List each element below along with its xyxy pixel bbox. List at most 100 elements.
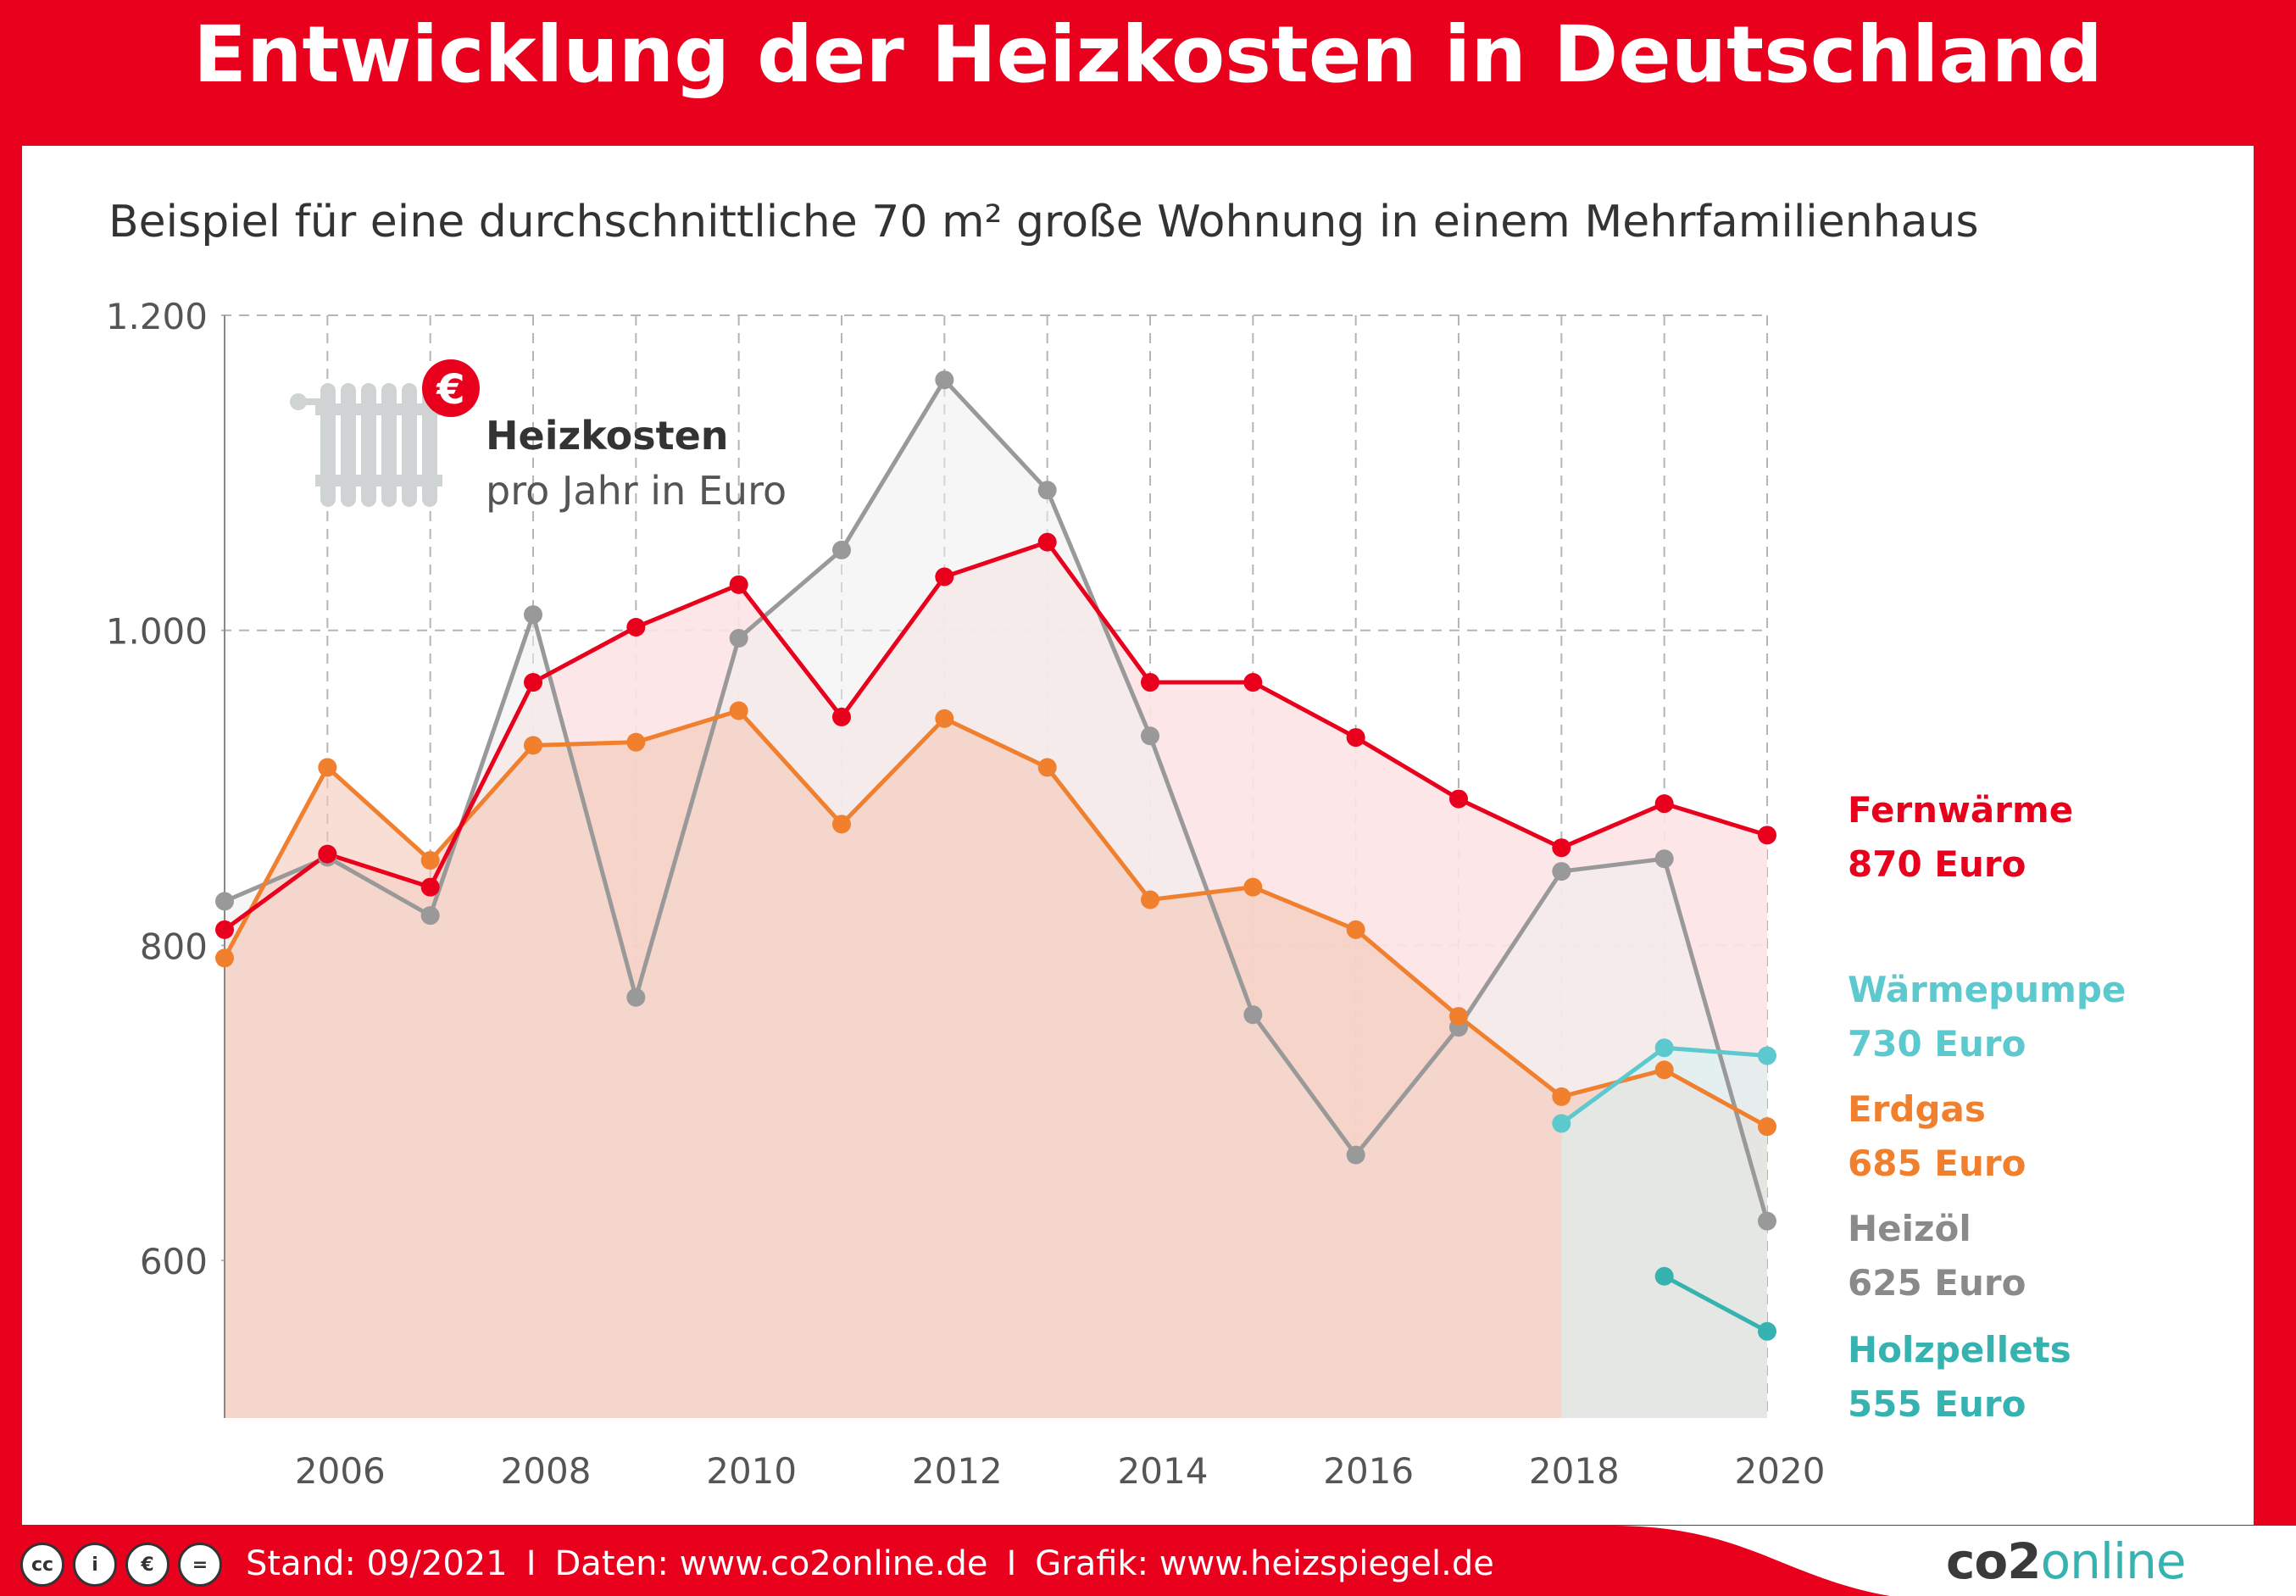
series-lines xyxy=(222,377,1770,1333)
data-point-heizöl xyxy=(626,987,646,1007)
data-point-heizöl xyxy=(1141,726,1159,746)
co2online-logo: co2online xyxy=(1946,1532,2187,1590)
page-title: Entwicklung der Heizkosten in Deutschlan… xyxy=(193,9,2103,100)
x-tick-label: 2010 xyxy=(706,1450,797,1492)
data-point-erdgas xyxy=(1654,1060,1674,1080)
series-line-holzpellets xyxy=(1663,1274,1769,1333)
data-point-heizöl xyxy=(1037,481,1057,500)
series-label-name: Holzpellets xyxy=(1848,1329,2071,1371)
legend-title: Heizkosten xyxy=(486,413,729,459)
x-tick-label: 2020 xyxy=(1735,1450,1826,1492)
data-point-fernwärme xyxy=(215,920,234,939)
nc-icon: € xyxy=(125,1543,170,1587)
data-point-heizöl xyxy=(935,370,954,390)
data-point-heizöl xyxy=(729,629,748,648)
data-point-erdgas xyxy=(1243,877,1263,897)
data-point-erdgas xyxy=(1449,1007,1468,1026)
tick-labels: 600 800 1.000 1.200 2006 2008 2010 2012 2014 2016… xyxy=(106,296,1826,1492)
series-label-name: Heizöl xyxy=(1848,1208,1971,1249)
x-tick-label: 2016 xyxy=(1323,1450,1414,1492)
footer-separator: I xyxy=(1006,1544,1017,1583)
heating-cost-chart: 600 800 1.000 1.200 2006 2008 2010 2012 2014 2016… xyxy=(106,296,2126,1492)
data-point-erdgas xyxy=(1141,890,1159,909)
data-point-erdgas xyxy=(626,732,646,752)
legend-box: € Heizkosten pro Jahr in Euro xyxy=(290,359,787,514)
data-point-fernwärme xyxy=(729,575,748,594)
data-point-erdgas xyxy=(832,815,851,834)
data-point-fernwärme xyxy=(1654,794,1674,814)
data-point-fernwärme xyxy=(935,567,954,587)
footer-data-link[interactable]: Daten: www.co2online.de xyxy=(554,1544,988,1583)
data-point-heizöl xyxy=(524,605,542,625)
x-tick-label: 2008 xyxy=(501,1450,592,1492)
data-point-holzpellets xyxy=(1654,1266,1674,1286)
data-point-erdgas xyxy=(318,758,337,777)
data-point-heizöl xyxy=(1346,1145,1365,1165)
data-point-fernwärme xyxy=(1141,673,1159,692)
data-point-fernwärme xyxy=(1037,532,1057,552)
series-label-value: 625 Euro xyxy=(1848,1262,2026,1304)
series-label-name: Erdgas xyxy=(1848,1088,1986,1130)
data-point-fernwärme xyxy=(1346,728,1365,748)
footer-separator: I xyxy=(525,1544,536,1583)
series-label-value: 730 Euro xyxy=(1848,1023,2026,1065)
data-point-erdgas xyxy=(729,701,748,720)
cc-icon: cc xyxy=(20,1543,64,1587)
x-tick-label: 2018 xyxy=(1529,1450,1620,1492)
data-point-wärmepumpe xyxy=(1758,1046,1776,1065)
nd-icon: = xyxy=(178,1543,222,1587)
area-wärmepumpe xyxy=(1561,1048,1767,1418)
series-points xyxy=(215,370,1776,1341)
footer-stand: Stand: 09/2021 xyxy=(246,1544,508,1583)
data-point-erdgas xyxy=(935,709,954,728)
data-point-fernwärme xyxy=(1552,838,1571,858)
y-tick-label: 600 xyxy=(140,1241,208,1282)
data-point-heizöl xyxy=(1654,849,1674,869)
x-tick-label: 2012 xyxy=(912,1450,1003,1492)
data-point-holzpellets xyxy=(1758,1321,1776,1341)
chart-subtitle: Beispiel für eine durchschnittliche 70 m… xyxy=(108,197,1979,247)
data-point-erdgas xyxy=(1758,1117,1776,1137)
data-point-fernwärme xyxy=(626,617,646,637)
data-point-wärmepumpe xyxy=(1654,1038,1674,1058)
data-point-fernwärme xyxy=(1758,826,1776,845)
series-label-value: 555 Euro xyxy=(1848,1383,2026,1425)
data-point-heizöl xyxy=(1552,862,1571,881)
data-point-erdgas xyxy=(215,948,234,968)
data-point-erdgas xyxy=(1037,758,1057,777)
y-tick-label: 1.000 xyxy=(106,611,208,653)
series-label-name: Wärmepumpe xyxy=(1848,969,2126,1010)
data-point-heizöl xyxy=(215,892,234,911)
data-point-fernwärme xyxy=(420,877,440,897)
data-point-fernwärme xyxy=(1449,789,1468,809)
series-line-erdgas xyxy=(222,709,1769,1129)
series-label-value: 870 Euro xyxy=(1848,843,2026,885)
data-point-fernwärme xyxy=(1243,673,1263,692)
license-icons: cc i € = xyxy=(20,1543,222,1590)
x-tick-label: 2006 xyxy=(295,1450,386,1492)
data-point-heizöl xyxy=(1758,1211,1776,1231)
footer-graphic-link[interactable]: Grafik: www.heizspiegel.de xyxy=(1035,1544,1494,1583)
data-point-heizöl xyxy=(420,906,440,926)
series-line-heizöl xyxy=(224,377,1770,1222)
footer-credits: Stand: 09/2021 I Daten: www.co2online.de I G… xyxy=(246,1544,1494,1583)
logo-main: co2 xyxy=(1946,1532,2042,1590)
data-point-erdgas xyxy=(1552,1087,1571,1106)
area-erdgas xyxy=(225,710,1767,1418)
y-tick-label: 1.200 xyxy=(106,296,208,337)
data-point-wärmepumpe xyxy=(1552,1114,1571,1133)
series-areas xyxy=(225,380,1767,1418)
logo-accent: online xyxy=(2040,1532,2187,1590)
data-point-heizöl xyxy=(1243,1005,1263,1025)
legend-subtitle: pro Jahr in Euro xyxy=(486,468,787,514)
series-end-labels: Fernwärme 870 Euro Heizöl 625 Euro Erdgas 685… xyxy=(1848,789,2126,1425)
data-point-heizöl xyxy=(832,540,851,559)
data-point-fernwärme xyxy=(832,707,851,726)
y-tick-label: 800 xyxy=(140,926,208,967)
series-label-name: Fernwärme xyxy=(1848,789,2073,831)
radiator-euro-icon: € xyxy=(290,359,480,507)
data-point-fernwärme xyxy=(524,673,542,692)
data-point-fernwärme xyxy=(318,844,337,864)
footer-swoosh xyxy=(1610,1526,2296,1596)
